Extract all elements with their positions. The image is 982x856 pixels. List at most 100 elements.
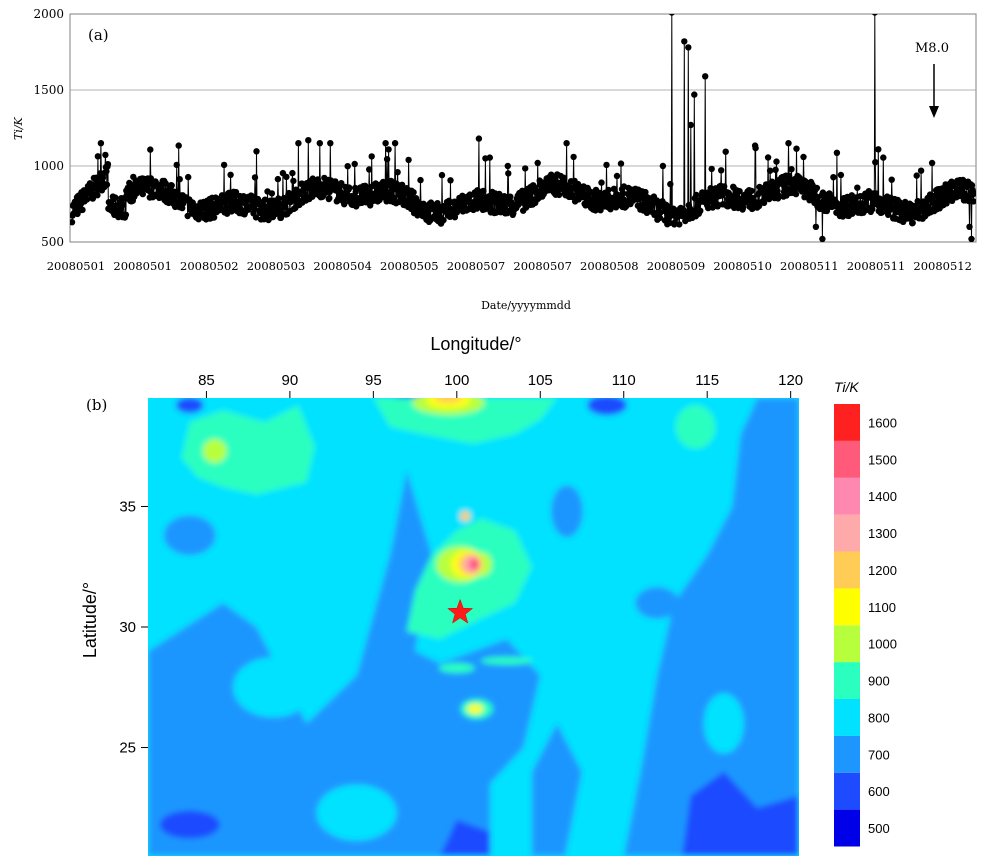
- colorbar-swatch: [834, 736, 860, 773]
- region-1200: [460, 511, 470, 521]
- colorbar-label: 700: [868, 747, 890, 762]
- data-point: [345, 163, 351, 169]
- data-point: [84, 196, 90, 202]
- data-point: [685, 44, 691, 50]
- data-point: [317, 140, 323, 146]
- region-600: [587, 395, 627, 415]
- colorbar-label: 500: [868, 821, 890, 836]
- colorbar-swatch: [834, 515, 860, 552]
- colorbar-title: Ti/K: [834, 379, 859, 395]
- colorbar-swatch: [834, 552, 860, 589]
- data-point: [326, 195, 332, 201]
- data-point: [693, 192, 699, 198]
- data-point: [691, 91, 697, 97]
- data-point: [830, 174, 836, 180]
- data-point: [931, 193, 937, 199]
- x-tick-label-b: 120: [778, 372, 803, 389]
- x-tick-label-a: 20080511: [780, 259, 839, 273]
- data-point: [95, 153, 101, 159]
- annotation-m8: M8.0: [915, 41, 949, 56]
- data-point: [522, 165, 528, 171]
- x-tick-label-a: 20080508: [580, 259, 639, 273]
- data-point: [788, 166, 794, 172]
- data-point: [105, 161, 111, 167]
- x-tick-label-a: 20080507: [447, 259, 506, 273]
- contour-fill: [138, 388, 809, 856]
- region-800: [704, 693, 744, 753]
- region-900: [676, 405, 716, 449]
- x-tick-label-b: 95: [365, 372, 382, 389]
- data-point: [669, 9, 675, 15]
- data-point: [772, 167, 778, 173]
- data-point: [174, 162, 180, 168]
- x-tick-label-a: 20080503: [247, 259, 306, 273]
- data-point: [104, 182, 110, 188]
- colorbar-label: 1500: [868, 452, 897, 467]
- region-800: [233, 657, 313, 717]
- data-point: [800, 154, 806, 160]
- data-point: [611, 186, 617, 192]
- y-tick-labels-b: 253035: [119, 498, 148, 756]
- data-point: [785, 140, 791, 146]
- y-axis-label-a: Ti/K: [12, 116, 25, 140]
- colorbar-swatch: [834, 810, 860, 847]
- colorbar-label: 1300: [868, 526, 897, 541]
- data-point: [480, 188, 486, 194]
- x-axis-label-a: Date/yyyymmdd: [481, 299, 571, 312]
- region-1200: [434, 393, 462, 403]
- data-point: [765, 154, 771, 160]
- data-point: [98, 140, 104, 146]
- panel-b: Longitude/° Latitude/° (b) 85 90 95 100 105 1…: [80, 334, 809, 856]
- data-point: [392, 140, 398, 146]
- panel-label-a: (a): [88, 26, 109, 44]
- data-point: [970, 198, 976, 204]
- data-point: [305, 137, 311, 143]
- colorbar-label: 1600: [868, 415, 897, 430]
- data-point: [169, 182, 175, 188]
- data-point: [505, 163, 511, 169]
- data-point: [614, 173, 620, 179]
- data-point: [834, 150, 840, 156]
- x-tick-label-b: 110: [612, 372, 636, 389]
- data-point: [505, 170, 511, 176]
- colorbar: Ti/K 500 600 700 800 900 1000 1100 1200 1300 1400…: [834, 379, 897, 847]
- data-point: [854, 185, 860, 191]
- x-tick-label-a: 20080510: [713, 259, 772, 273]
- data-point: [352, 161, 358, 167]
- colorbar-label: 1000: [868, 637, 897, 652]
- data-point: [748, 188, 754, 194]
- region-1000: [203, 439, 227, 463]
- data-point: [914, 172, 920, 178]
- colorbar-swatch: [834, 588, 860, 625]
- data-point: [262, 197, 268, 203]
- data-point: [819, 236, 825, 242]
- colorbar-label: 1400: [868, 489, 897, 504]
- data-point: [185, 174, 191, 180]
- data-point: [702, 73, 708, 79]
- data-point: [910, 220, 916, 226]
- data-point: [476, 135, 482, 141]
- data-point: [618, 160, 624, 166]
- data-point: [918, 168, 924, 174]
- colorbar-swatch: [834, 478, 860, 515]
- data-point: [447, 177, 453, 183]
- colorbar-swatch: [834, 662, 860, 699]
- data-point: [385, 146, 391, 152]
- data-point: [814, 185, 820, 191]
- colorbar-swatch: [834, 441, 860, 478]
- panel-label-b: (b): [86, 396, 107, 414]
- data-point: [405, 157, 411, 163]
- data-point: [570, 154, 576, 160]
- data-point: [709, 166, 715, 172]
- data-point: [487, 201, 493, 207]
- x-tick-label-a: 20080505: [380, 259, 439, 273]
- data-point: [889, 177, 895, 183]
- colorbar-label: 1100: [868, 600, 896, 615]
- data-point: [123, 212, 129, 218]
- data-point: [176, 142, 182, 148]
- x-tick-label-a: 20080502: [180, 259, 239, 273]
- colorbar-swatch: [834, 404, 860, 441]
- data-point: [813, 224, 819, 230]
- colorbar-swatches: [834, 404, 860, 847]
- region-700: [164, 515, 216, 555]
